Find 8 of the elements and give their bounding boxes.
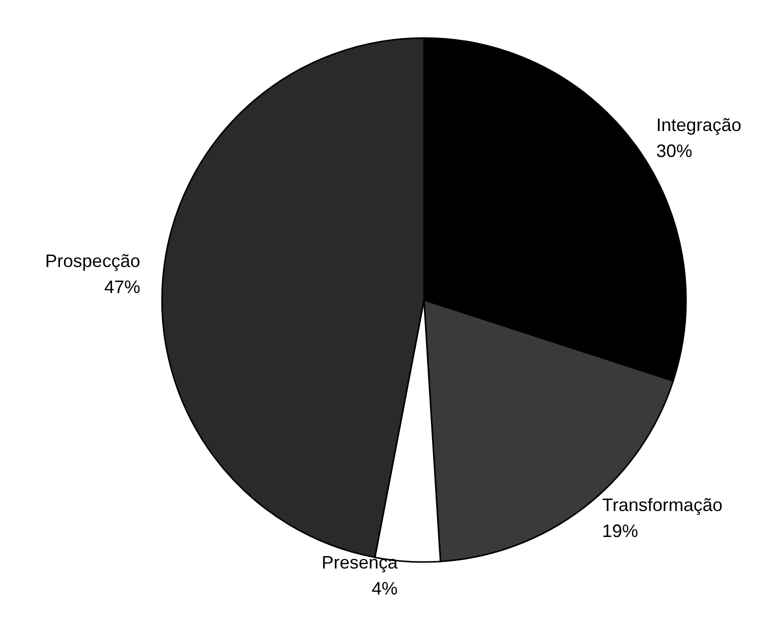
slice-label: Transformação bbox=[602, 495, 723, 516]
data-label: 30% bbox=[656, 140, 692, 161]
data-label: 19% bbox=[602, 521, 638, 542]
slice-label: Presença bbox=[322, 552, 399, 572]
slice-label: Prospecção bbox=[45, 251, 140, 272]
data-label: 4% bbox=[372, 578, 398, 598]
data-label: 47% bbox=[104, 277, 140, 298]
slice-label: Integração bbox=[656, 114, 742, 135]
